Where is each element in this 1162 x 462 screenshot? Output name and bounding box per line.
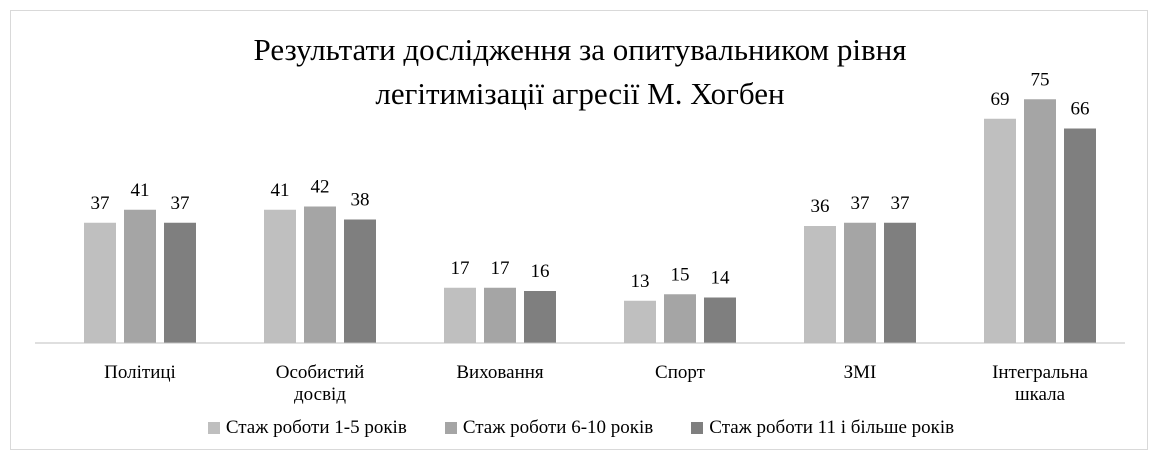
x-tick-label: Спорт (655, 362, 705, 383)
legend-label: Стаж роботи 6-10 років (462, 417, 654, 438)
data-label: 17 (451, 258, 470, 279)
legend-swatch (207, 422, 220, 434)
x-tick-label: Політиці (104, 362, 176, 383)
legend-swatch (691, 422, 704, 434)
data-label: 38 (351, 190, 370, 211)
data-label: 37 (91, 193, 110, 214)
data-label: 37 (851, 193, 870, 214)
bar (164, 222, 196, 343)
legend-label: Стаж роботи 11 і більше років (709, 417, 955, 438)
x-tick-label: ЗМІ (843, 362, 877, 383)
data-label: 66 (1071, 99, 1090, 120)
data-label: 69 (991, 89, 1010, 110)
x-tick-label: Особистий досвід (275, 362, 365, 405)
x-tick-label: Виховання (456, 362, 544, 383)
legend-item: Стаж роботи 11 і більше років (691, 417, 954, 439)
chart-frame (10, 10, 1148, 450)
data-label: 13 (631, 271, 650, 292)
data-label: 41 (271, 180, 290, 201)
data-label: 37 (171, 193, 190, 214)
bar (1064, 128, 1096, 343)
legend: Стаж роботи 1-5 років Стаж роботи 6-10 ро… (0, 417, 1162, 439)
bar (884, 222, 916, 343)
bar (1024, 99, 1056, 343)
bar (804, 226, 836, 343)
chart-title: Результати дослідження за опитувальником… (253, 32, 907, 111)
bar (984, 118, 1016, 343)
bar (484, 287, 516, 343)
bar (844, 222, 876, 343)
bar (264, 209, 296, 343)
bar (524, 291, 556, 343)
bar (664, 294, 696, 343)
data-label: 17 (491, 258, 510, 279)
data-label: 75 (1031, 69, 1050, 90)
bar (444, 287, 476, 343)
bar (624, 300, 656, 343)
data-label: 36 (811, 196, 830, 217)
data-label: 42 (311, 177, 330, 198)
data-label: 41 (131, 180, 150, 201)
x-tick-label: Інтегральна шкала (992, 362, 1088, 405)
data-label: 37 (891, 193, 910, 214)
bar (84, 222, 116, 343)
data-label: 16 (531, 261, 550, 282)
legend-label: Стаж роботи 1-5 років (225, 417, 407, 438)
legend-item: Стаж роботи 6-10 років (444, 417, 654, 439)
bar (704, 297, 736, 343)
legend-item: Стаж роботи 1-5 років (207, 417, 407, 439)
data-label: 14 (711, 268, 731, 289)
legend-swatch (444, 422, 457, 434)
bar (344, 219, 376, 343)
bar (124, 209, 156, 343)
bar (304, 206, 336, 343)
data-label: 15 (671, 264, 690, 285)
